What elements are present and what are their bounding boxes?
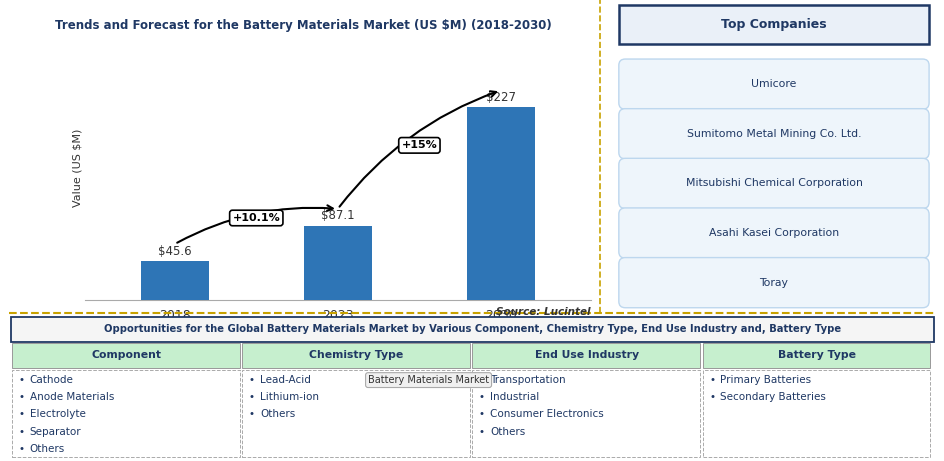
Text: •: • [248, 392, 255, 402]
Y-axis label: Value (US $M): Value (US $M) [72, 129, 82, 207]
Text: Others: Others [30, 443, 65, 454]
Text: Cathode: Cathode [30, 375, 74, 385]
Text: Transportation: Transportation [490, 375, 565, 385]
FancyBboxPatch shape [618, 5, 928, 44]
Text: •: • [19, 426, 25, 437]
FancyBboxPatch shape [702, 370, 929, 457]
FancyBboxPatch shape [618, 158, 928, 208]
Text: Toray: Toray [759, 278, 787, 288]
Text: Top Companies: Top Companies [720, 18, 826, 30]
Text: Battery Materials Market: Battery Materials Market [367, 375, 489, 385]
Text: Others: Others [490, 426, 525, 437]
FancyBboxPatch shape [618, 208, 928, 258]
Text: Source: Lucintel: Source: Lucintel [496, 307, 590, 317]
Text: Secondary Batteries: Secondary Batteries [719, 392, 825, 402]
Text: Mitsubishi Chemical Corporation: Mitsubishi Chemical Corporation [684, 178, 862, 189]
FancyBboxPatch shape [472, 343, 700, 368]
Text: Asahi Kasei Corporation: Asahi Kasei Corporation [708, 228, 838, 238]
Text: End Use Industry: End Use Industry [534, 350, 638, 361]
Text: Chemistry Type: Chemistry Type [309, 350, 403, 361]
Text: Sumitomo Metal Mining Co. Ltd.: Sumitomo Metal Mining Co. Ltd. [686, 129, 860, 139]
Text: Umicore: Umicore [750, 79, 796, 89]
Text: •: • [248, 375, 255, 385]
Text: Opportunities for the Global Battery Materials Market by Various Component, Chem: Opportunities for the Global Battery Mat… [104, 324, 840, 334]
Bar [466, 107, 534, 300]
Text: •: • [479, 375, 484, 385]
Text: •: • [479, 392, 484, 402]
Text: Lithium-ion: Lithium-ion [260, 392, 319, 402]
Text: Consumer Electronics: Consumer Electronics [490, 409, 603, 420]
Text: •: • [19, 392, 25, 402]
FancyBboxPatch shape [702, 343, 929, 368]
Text: •: • [479, 426, 484, 437]
FancyBboxPatch shape [618, 258, 928, 308]
Text: •: • [708, 375, 715, 385]
Text: Lead-Acid: Lead-Acid [260, 375, 311, 385]
Text: Industrial: Industrial [490, 392, 539, 402]
FancyBboxPatch shape [472, 370, 700, 457]
Text: +10.1%: +10.1% [232, 213, 279, 223]
Text: •: • [248, 409, 255, 420]
Text: $227: $227 [485, 91, 515, 104]
Text: •: • [479, 409, 484, 420]
Text: Separator: Separator [30, 426, 81, 437]
Text: Electrolyte: Electrolyte [30, 409, 86, 420]
Text: •: • [19, 375, 25, 385]
Text: Component: Component [92, 350, 161, 361]
Bar [141, 261, 209, 300]
Text: $87.1: $87.1 [321, 209, 354, 222]
Bar [303, 226, 372, 300]
Text: •: • [708, 392, 715, 402]
FancyBboxPatch shape [12, 370, 240, 457]
FancyBboxPatch shape [242, 343, 469, 368]
FancyBboxPatch shape [618, 109, 928, 159]
FancyBboxPatch shape [12, 343, 240, 368]
Text: Trends and Forecast for the Battery Materials Market (US $M) (2018-2030): Trends and Forecast for the Battery Mate… [55, 18, 551, 31]
Text: Battery Type: Battery Type [777, 350, 855, 361]
FancyBboxPatch shape [242, 370, 469, 457]
Text: $45.6: $45.6 [158, 245, 192, 258]
FancyBboxPatch shape [11, 317, 933, 342]
Text: +15%: +15% [401, 140, 437, 150]
Text: •: • [19, 443, 25, 454]
Text: Others: Others [260, 409, 295, 420]
Text: Primary Batteries: Primary Batteries [719, 375, 811, 385]
Text: •: • [19, 409, 25, 420]
Text: Anode Materials: Anode Materials [30, 392, 114, 402]
FancyBboxPatch shape [618, 59, 928, 109]
